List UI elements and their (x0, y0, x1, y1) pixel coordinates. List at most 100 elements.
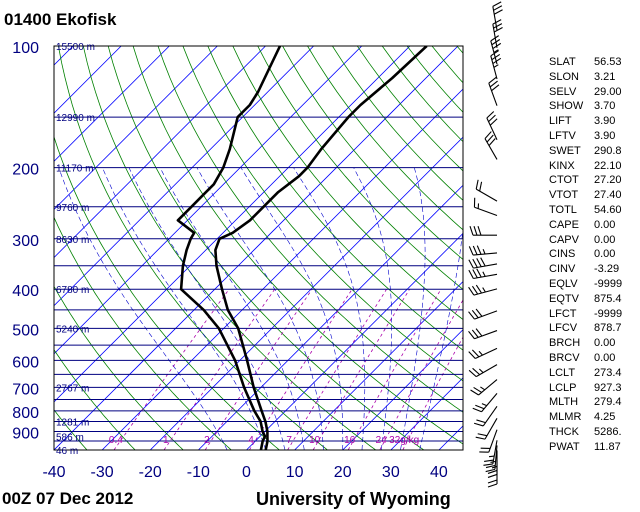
wind-barb (473, 405, 498, 427)
stat-value: -3.29 (594, 263, 620, 276)
mixing-ratio-label: 10 (309, 435, 321, 446)
isotherm-line (54, 46, 411, 403)
temperature-trace (214, 46, 428, 450)
stat-value: 3.21 (594, 70, 616, 83)
stat-key: LIFT (549, 115, 572, 128)
stat-value: 5286. (594, 426, 622, 438)
stat-value: 927.3 (594, 381, 622, 394)
pressure-tick-label: 900 (12, 426, 39, 443)
stat-key: EQTV (549, 292, 579, 305)
wind-barb (484, 131, 498, 160)
pressure-tick-label: 500 (12, 322, 39, 339)
dry-adiabat-line (58, 46, 328, 450)
stat-value: 878.7 (594, 322, 622, 335)
isotherm-line (390, 377, 463, 450)
stat-value: 0.00 (594, 218, 616, 231)
stat-key: LFCT (549, 307, 577, 320)
dry-adiabat-line (54, 216, 232, 450)
height-label: 2767 m (56, 383, 89, 394)
isotherm-line (342, 329, 463, 450)
mixing-ratio-line (113, 288, 230, 450)
height-label: 12990 m (56, 113, 95, 124)
mixing-ratio-line (287, 288, 387, 450)
pressure-tick-label: 700 (12, 381, 39, 398)
source-label: University of Wyoming (256, 489, 451, 509)
stat-key: BRCV (549, 352, 580, 364)
moist-adiabat-line (159, 167, 305, 450)
mixing-ratio-line (402, 336, 463, 450)
wind-barb (492, 19, 503, 48)
stat-row-slon: SLON 3.21 (549, 71, 639, 86)
wind-barb (469, 225, 497, 236)
isotherm-line (54, 46, 314, 307)
isobars (54, 46, 463, 450)
temperature-tick-label: 30 (382, 464, 400, 481)
wind-barb (468, 257, 498, 269)
mixing-ratio-label: 4 (248, 435, 254, 446)
height-label: 9760 m (56, 203, 89, 214)
stat-row-pwat: PWAT 11.87 (549, 441, 639, 456)
stat-row-mlmr: MLMR 4.25 (549, 411, 639, 426)
stat-key: CTOT (549, 174, 579, 187)
wind-barb (468, 308, 498, 320)
temperature-tick-label: -40 (42, 464, 65, 481)
temperature-tick-label: 20 (334, 464, 352, 481)
temperature-tick-label: -30 (91, 464, 114, 481)
isotherm-line (54, 46, 459, 450)
stat-key: PWAT (549, 440, 580, 453)
wind-barbs (468, 1, 503, 488)
mixing-ratio-label: 1 (163, 435, 169, 446)
stat-value: 875.4 (594, 292, 622, 305)
wind-barb (468, 245, 498, 256)
isotherms (54, 46, 463, 450)
stat-value: 273.4 (594, 366, 622, 379)
stat-key: EQLV (549, 278, 578, 290)
plot-frame (53, 45, 464, 451)
stat-row-thck: THCK 5286. (549, 426, 639, 441)
stat-value: -9999 (594, 307, 623, 320)
stat-row-lftv: LFTV 3.90 (549, 130, 639, 145)
stat-key: SWET (549, 144, 581, 157)
stat-value: 56.53 (594, 56, 622, 68)
wind-barb (485, 445, 498, 473)
stat-key: LCLP (549, 381, 577, 394)
stat-value: 290.8 (594, 144, 622, 157)
mixing-ratio-label: 2 (204, 435, 210, 446)
stat-row-mlth: MLTH 279.4 (549, 396, 639, 411)
mixing-ratio-label: 24 (376, 435, 388, 446)
temperature-tick-label: 0 (242, 464, 251, 481)
stat-row-brcv: BRCV 0.00 (549, 352, 639, 367)
stat-row-lclt: LCLT 273.4 (549, 367, 639, 382)
stat-value: 3.90 (594, 130, 616, 142)
stat-value: 0.00 (594, 248, 616, 261)
dry-adiabat-line (157, 46, 463, 413)
stat-key: CAPV (549, 233, 579, 246)
stat-row-cinv: CINV -3.29 (549, 263, 639, 278)
pressure-tick-label: 100 (12, 40, 39, 57)
stat-key: TOTL (549, 204, 577, 216)
mixing-ratio-line (379, 299, 463, 450)
stat-value: 3.70 (594, 100, 616, 113)
stat-key: KINX (549, 159, 575, 172)
wind-barb (468, 347, 498, 359)
temperature-tick-label: 40 (430, 464, 448, 481)
wind-barb (488, 76, 500, 106)
stat-row-lfct: LFCT -9999 (549, 308, 639, 323)
height-label: 1281 m (56, 417, 89, 428)
isotherm-line (198, 184, 463, 450)
mixing-ratio-line (347, 288, 442, 450)
pressure-tick-label: 200 (12, 162, 39, 179)
stat-row-eqlv: EQLV -9999 (549, 278, 639, 293)
stat-key: BRCH (549, 337, 581, 350)
moist-adiabat-line (419, 227, 463, 450)
stat-value: 27.40 (594, 189, 622, 202)
height-label: 586 m (56, 432, 84, 443)
stat-value: 29.00 (594, 85, 622, 98)
stat-value: -9999 (594, 278, 623, 290)
wind-barb (486, 111, 498, 140)
stat-value: 279.4 (594, 396, 622, 409)
dry-adiabat-line (132, 46, 463, 445)
isotherm-line (101, 88, 463, 450)
wind-barb (475, 418, 498, 440)
